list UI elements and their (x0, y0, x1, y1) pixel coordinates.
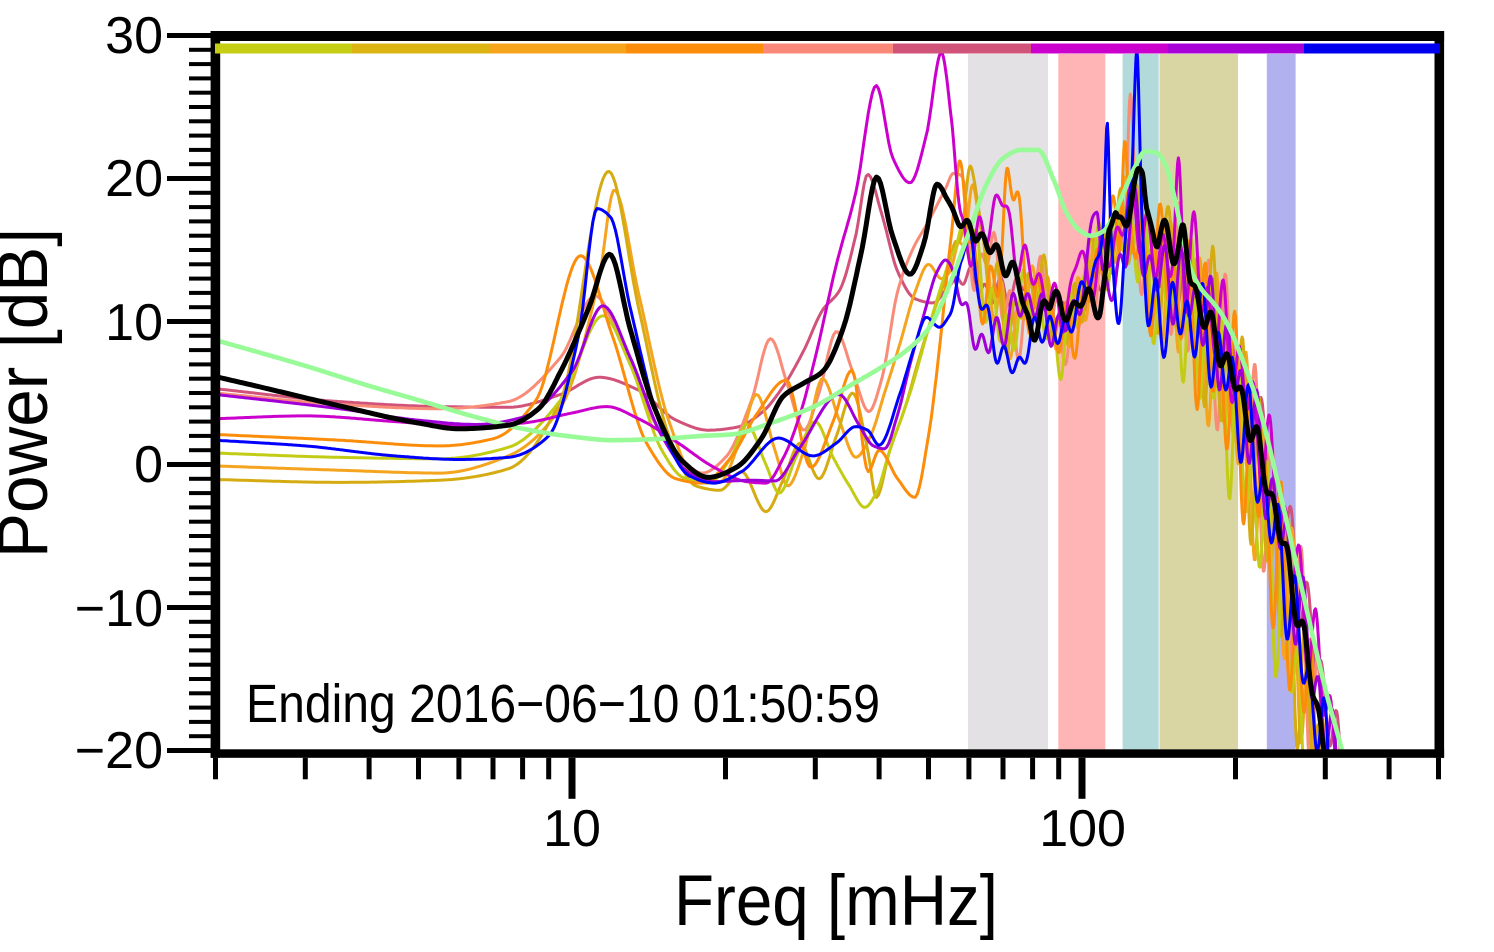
svg-text:−20: −20 (75, 722, 163, 780)
svg-text:Ending 2016−06−10 01:50:59: Ending 2016−06−10 01:50:59 (246, 674, 880, 734)
svg-text:100: 100 (1039, 800, 1126, 858)
svg-text:10: 10 (105, 294, 163, 352)
svg-text:30: 30 (105, 7, 163, 65)
svg-text:Power [dB]: Power [dB] (0, 228, 63, 558)
svg-text:−10: −10 (75, 580, 163, 638)
svg-text:0: 0 (134, 436, 163, 494)
svg-text:20: 20 (105, 150, 163, 208)
svg-text:Freq [mHz]: Freq [mHz] (674, 862, 998, 941)
svg-text:10: 10 (543, 800, 601, 858)
